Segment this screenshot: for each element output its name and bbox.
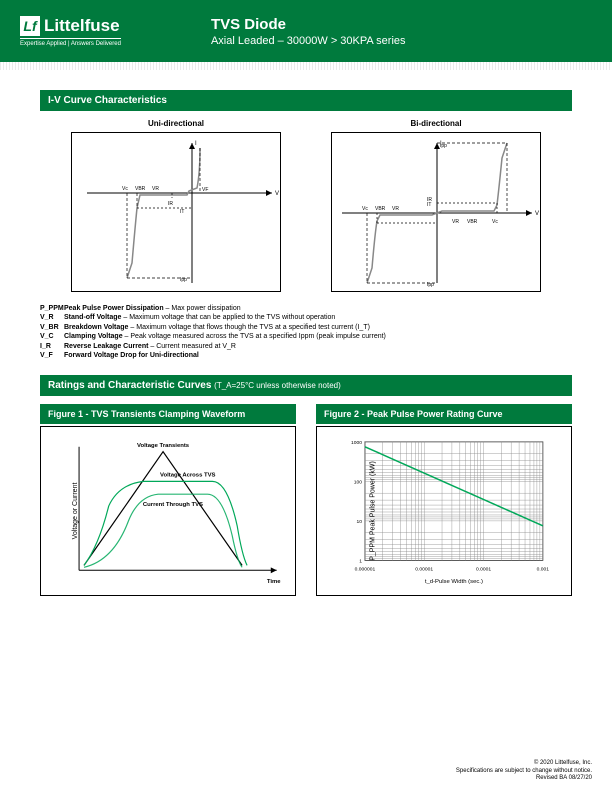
def-row: V_BRBreakdown Voltage – Maximum voltage … (40, 323, 572, 332)
svg-text:Vc: Vc (362, 206, 368, 212)
svg-text:1: 1 (359, 558, 362, 564)
def-row: V_CClamping Voltage – Peak voltage measu… (40, 332, 572, 341)
logo-text: Littelfuse (44, 16, 120, 36)
figure-2-col: Figure 2 - Peak Pulse Power Rating Curve… (316, 404, 572, 596)
footer-revision: Revised BA 08/27/20 (456, 775, 592, 782)
section-iv-header: I-V Curve Characteristics (40, 90, 572, 111)
figure-2-title: Figure 2 - Peak Pulse Power Rating Curve (316, 404, 572, 424)
svg-text:Voltage Across TVS: Voltage Across TVS (160, 472, 216, 478)
svg-text:Ipp: Ipp (427, 282, 434, 288)
def-row: V_FForward Voltage Drop for Uni-directio… (40, 351, 572, 360)
bi-title: Bi-directional (331, 119, 541, 128)
svg-text:Vc: Vc (492, 219, 498, 225)
def-row: P_PPMPeak Pulse Power Dissipation – Max … (40, 304, 572, 313)
figure-1-chart: Voltage or Current Voltage Transients Vo… (40, 426, 296, 596)
svg-text:Time: Time (267, 579, 281, 585)
svg-text:IR: IR (427, 197, 432, 203)
figure-1-title: Figure 1 - TVS Transients Clamping Wavef… (40, 404, 296, 424)
svg-text:VR: VR (452, 219, 459, 225)
svg-text:Ipp: Ipp (180, 277, 187, 283)
logo-block: Lf Littelfuse Expertise Applied | Answer… (20, 16, 121, 47)
svg-text:V: V (535, 211, 539, 217)
page-header: Lf Littelfuse Expertise Applied | Answer… (0, 0, 612, 62)
svg-text:V: V (275, 191, 279, 197)
svg-text:VR: VR (152, 186, 159, 192)
def-row: I_RReverse Leakage Current – Current mea… (40, 342, 572, 351)
uni-title: Uni-directional (71, 119, 281, 128)
svg-text:VBR: VBR (375, 206, 386, 212)
bi-directional-block: Bi-directional (331, 119, 541, 292)
svg-text:0.000001: 0.000001 (355, 566, 376, 572)
svg-text:0.0001: 0.0001 (476, 566, 491, 572)
uni-iv-chart: V I Vc VBR VR IR IT Ipp VF (71, 132, 281, 292)
fig2-y-label: P_PPM Peak Pulse Power (kW) (369, 461, 376, 561)
figure-2-chart: P_PPM Peak Pulse Power (kW) (316, 426, 572, 596)
page-footer: © 2020 Littelfuse, Inc. Specifications a… (456, 760, 592, 782)
fig1-y-label: Voltage or Current (72, 482, 79, 539)
def-row: V_RStand-off Voltage – Maximum voltage t… (40, 313, 572, 322)
content-area: I-V Curve Characteristics Uni-directiona… (0, 90, 612, 596)
iv-curves-row: Uni-directional V I (40, 119, 572, 292)
svg-text:Current Through TVS: Current Through TVS (143, 502, 203, 508)
svg-text:I: I (195, 141, 197, 147)
svg-text:IR: IR (168, 201, 173, 207)
svg-text:VBR: VBR (467, 219, 478, 225)
svg-text:VR: VR (392, 206, 399, 212)
svg-text:100: 100 (354, 479, 362, 485)
svg-text:0.001: 0.001 (537, 566, 550, 572)
footer-copyright: © 2020 Littelfuse, Inc. (456, 760, 592, 767)
svg-text:Vc: Vc (122, 186, 128, 192)
section-ratings-header: Ratings and Characteristic Curves (T_A=2… (40, 375, 572, 396)
uni-directional-block: Uni-directional V I (71, 119, 281, 292)
page-title: TVS Diode (211, 16, 406, 33)
svg-text:VF: VF (202, 187, 208, 193)
svg-text:Ipp: Ipp (440, 143, 447, 149)
bi-iv-chart: V I Vc VBR VR VR VBR Vc IT IR Ipp Ipp (331, 132, 541, 292)
dot-band-decor (0, 62, 612, 70)
title-block: TVS Diode Axial Leaded – 30000W > 30KPA … (211, 16, 406, 47)
littelfuse-logo-icon: Lf (20, 16, 40, 36)
figure-1-col: Figure 1 - TVS Transients Clamping Wavef… (40, 404, 296, 596)
svg-text:IT: IT (180, 209, 184, 215)
svg-text:t_d-Pulse Width (sec.): t_d-Pulse Width (sec.) (425, 579, 483, 585)
page-subtitle: Axial Leaded – 30000W > 30KPA series (211, 35, 406, 47)
svg-text:1000: 1000 (351, 439, 362, 445)
footer-disclaimer: Specifications are subject to change wit… (456, 768, 592, 775)
svg-text:10: 10 (356, 518, 362, 524)
figures-row: Figure 1 - TVS Transients Clamping Wavef… (40, 404, 572, 596)
svg-text:Voltage Transients: Voltage Transients (137, 442, 190, 448)
logo-tagline: Expertise Applied | Answers Delivered (20, 38, 121, 47)
definitions-list: P_PPMPeak Pulse Power Dissipation – Max … (40, 304, 572, 361)
svg-text:0.00001: 0.00001 (415, 566, 433, 572)
svg-text:VBR: VBR (135, 186, 146, 192)
